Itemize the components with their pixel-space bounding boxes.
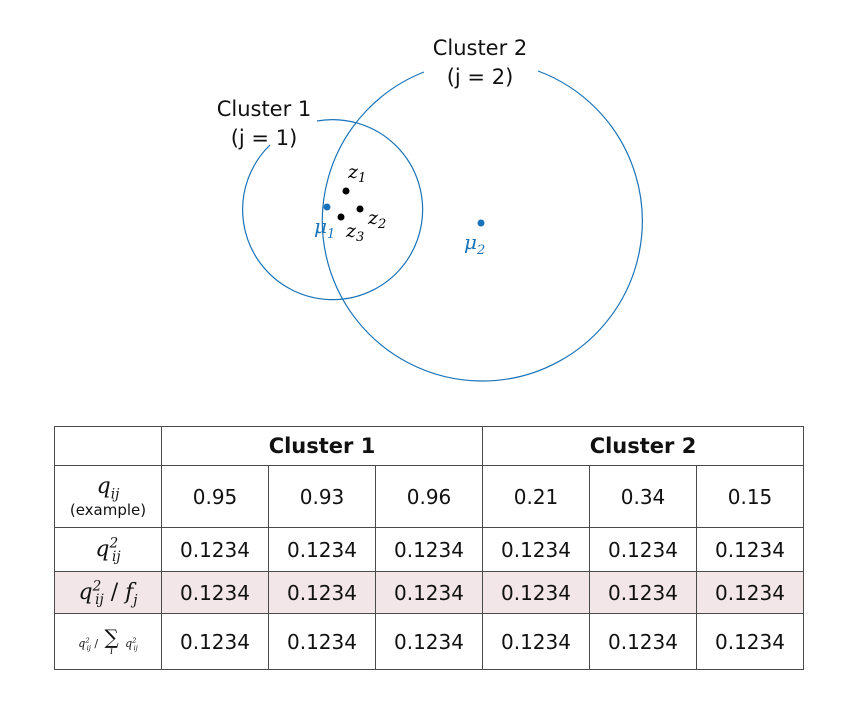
table-header-row: Cluster 1 Cluster 2 [54, 426, 804, 466]
row-label-qij: qij (example) [54, 465, 162, 528]
table-cell: 0.1234 [482, 571, 590, 614]
header-cluster2: Cluster 2 [482, 426, 804, 466]
table-cell: 0.1234 [589, 571, 697, 614]
mu1-label: μ1 [314, 214, 335, 242]
table-cell: 0.96 [375, 465, 483, 528]
table-cell: 0.1234 [268, 613, 376, 670]
table-row-qij: qij (example) 0.95 0.93 0.96 0.21 0.34 0… [54, 465, 804, 528]
table-cell: 0.1234 [482, 527, 590, 572]
table-cell: 0.21 [482, 465, 590, 528]
table-cell: 0.1234 [696, 527, 804, 572]
example-note: (example) [69, 501, 147, 519]
table-cell: 0.93 [268, 465, 376, 528]
row-label-qij-over-fj: q2ij / fj [54, 571, 162, 614]
table-cell: 0.1234 [589, 613, 697, 670]
table-cell: 0.1234 [268, 527, 376, 572]
mu2-label: μ2 [464, 230, 485, 258]
table-cell: 0.1234 [161, 613, 269, 670]
table-cell: 0.1234 [375, 571, 483, 614]
membership-table: Cluster 1 Cluster 2 qij (example) 0.95 0… [54, 426, 804, 670]
row-label-qij-over-sum: q2ij / ∑ i q2ij [54, 613, 162, 670]
header-cluster1: Cluster 1 [161, 426, 483, 466]
cluster1-subtitle: (j = 1) [231, 126, 298, 150]
cluster1-title: Cluster 1 [217, 97, 312, 121]
table-cell: 0.15 [696, 465, 804, 528]
row-label-qij-squared: q2ij [54, 527, 162, 572]
cluster2-title: Cluster 2 [433, 36, 528, 60]
z2-label: z2 [367, 207, 386, 232]
table-cell: 0.1234 [161, 571, 269, 614]
table-row-qij-over-sum: q2ij / ∑ i q2ij 0.1234 0.1234 0.1234 0.12… [54, 613, 804, 670]
z2-point [356, 205, 364, 213]
cluster2-circle [321, 70, 643, 382]
mu1-point [323, 203, 331, 211]
table-cell: 0.1234 [696, 571, 804, 614]
table-cell: 0.95 [161, 465, 269, 528]
table-cell: 0.1234 [589, 527, 697, 572]
table-cell: 0.1234 [482, 613, 590, 670]
table-row-qij-over-fj: q2ij / fj 0.1234 0.1234 0.1234 0.1234 0.… [54, 571, 804, 614]
sum-symbol: ∑ [104, 624, 119, 649]
table-cell: 0.1234 [161, 527, 269, 572]
cluster1-circle [242, 119, 424, 301]
z1-point [342, 187, 350, 195]
cluster2-subtitle: (j = 2) [447, 65, 514, 89]
table-cell: 0.1234 [375, 527, 483, 572]
table-row-qij-squared: q2ij 0.1234 0.1234 0.1234 0.1234 0.1234 … [54, 527, 804, 572]
table-cell: 0.34 [589, 465, 697, 528]
z1-label: z1 [347, 161, 366, 186]
z3-point [337, 213, 345, 221]
header-blank-cell [54, 426, 162, 466]
table-cell: 0.1234 [375, 613, 483, 670]
cluster-diagram: Cluster 2 (j = 2) Cluster 1 (j = 1) μ1 μ… [217, 36, 643, 382]
table-cell: 0.1234 [696, 613, 804, 670]
mu2-point [477, 219, 485, 227]
table-cell: 0.1234 [268, 571, 376, 614]
z3-label: z3 [345, 220, 364, 245]
